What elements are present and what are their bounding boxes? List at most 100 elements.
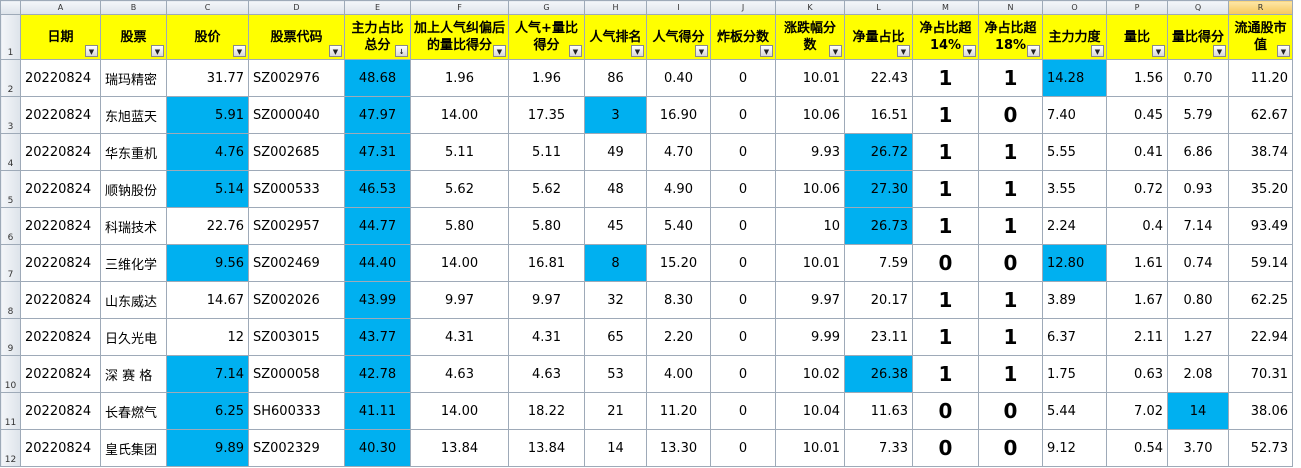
column-title-p[interactable]: 量比 ▼ [1106, 14, 1168, 60]
cell-a[interactable]: 20220824 [20, 96, 101, 134]
cell-i[interactable]: 4.90 [646, 170, 711, 208]
cell-o[interactable]: 6.37 [1042, 318, 1107, 356]
cell-h[interactable]: 49 [584, 133, 647, 171]
cell-q[interactable]: 6.86 [1167, 133, 1229, 171]
cell-g[interactable]: 5.11 [508, 133, 585, 171]
cell-a[interactable]: 20220824 [20, 207, 101, 245]
cell-l[interactable]: 27.30 [844, 170, 913, 208]
column-title-h[interactable]: 人气排名 ▼ [584, 14, 647, 60]
cell-l[interactable]: 26.72 [844, 133, 913, 171]
column-header-n[interactable]: N [978, 0, 1043, 15]
cell-q[interactable]: 3.70 [1167, 429, 1229, 467]
cell-r[interactable]: 38.74 [1228, 133, 1293, 171]
cell-f[interactable]: 9.97 [410, 281, 509, 319]
column-title-g[interactable]: 人气+量比得分 ▼ [508, 14, 585, 60]
column-title-r[interactable]: 流通股市值 ▼ [1228, 14, 1293, 60]
cell-r[interactable]: 59.14 [1228, 244, 1293, 282]
cell-j[interactable]: 0 [710, 207, 776, 245]
cell-c[interactable]: 4.76 [166, 133, 249, 171]
cell-c[interactable]: 22.76 [166, 207, 249, 245]
cell-q[interactable]: 5.79 [1167, 96, 1229, 134]
cell-e[interactable]: 40.30 [344, 429, 411, 467]
row-number[interactable]: 1 [0, 14, 21, 60]
filter-dropdown-icon[interactable]: ▼ [1213, 45, 1226, 57]
cell-g[interactable]: 9.97 [508, 281, 585, 319]
cell-j[interactable]: 0 [710, 281, 776, 319]
column-title-e[interactable]: 主力占比总分 ↓ [344, 14, 411, 60]
filter-dropdown-icon[interactable]: ▼ [233, 45, 246, 57]
filter-dropdown-icon[interactable]: ▼ [493, 45, 506, 57]
cell-q[interactable]: 0.74 [1167, 244, 1229, 282]
cell-p[interactable]: 0.72 [1106, 170, 1168, 208]
cell-q[interactable]: 7.14 [1167, 207, 1229, 245]
cell-q[interactable]: 0.80 [1167, 281, 1229, 319]
filter-dropdown-icon[interactable]: ▼ [1152, 45, 1165, 57]
cell-i[interactable]: 11.20 [646, 392, 711, 430]
cell-j[interactable]: 0 [710, 59, 776, 97]
column-title-l[interactable]: 净量占比 ▼ [844, 14, 913, 60]
cell-e[interactable]: 47.97 [344, 96, 411, 134]
cell-h[interactable]: 65 [584, 318, 647, 356]
cell-k[interactable]: 9.93 [775, 133, 845, 171]
cell-h[interactable]: 53 [584, 355, 647, 393]
cell-m[interactable]: 1 [912, 59, 979, 97]
cell-j[interactable]: 0 [710, 133, 776, 171]
cell-c[interactable]: 12 [166, 318, 249, 356]
cell-g[interactable]: 4.63 [508, 355, 585, 393]
cell-q[interactable]: 2.08 [1167, 355, 1229, 393]
row-number[interactable]: 6 [0, 207, 21, 245]
cell-a[interactable]: 20220824 [20, 244, 101, 282]
column-header-l[interactable]: L [844, 0, 913, 15]
filter-dropdown-icon[interactable]: ▼ [1091, 45, 1104, 57]
filter-dropdown-icon[interactable]: ▼ [897, 45, 910, 57]
cell-r[interactable]: 38.06 [1228, 392, 1293, 430]
cell-r[interactable]: 52.73 [1228, 429, 1293, 467]
cell-o[interactable]: 14.28 [1042, 59, 1107, 97]
cell-g[interactable]: 1.96 [508, 59, 585, 97]
row-number[interactable]: 9 [0, 318, 21, 356]
cell-p[interactable]: 0.54 [1106, 429, 1168, 467]
cell-j[interactable]: 0 [710, 318, 776, 356]
cell-k[interactable]: 10.06 [775, 170, 845, 208]
cell-e[interactable]: 43.77 [344, 318, 411, 356]
cell-a[interactable]: 20220824 [20, 59, 101, 97]
column-header-r[interactable]: R [1228, 0, 1293, 15]
column-title-a[interactable]: 日期 ▼ [20, 14, 101, 60]
cell-o[interactable]: 5.55 [1042, 133, 1107, 171]
column-header-q[interactable]: Q [1167, 0, 1229, 15]
cell-b[interactable]: 科瑞技术 [100, 207, 167, 245]
column-header-m[interactable]: M [912, 0, 979, 15]
cell-c[interactable]: 9.56 [166, 244, 249, 282]
cell-e[interactable]: 42.78 [344, 355, 411, 393]
cell-g[interactable]: 4.31 [508, 318, 585, 356]
cell-p[interactable]: 1.61 [1106, 244, 1168, 282]
row-number[interactable]: 10 [0, 355, 21, 393]
column-title-m[interactable]: 净占比超14% ▼ [912, 14, 979, 60]
column-title-f[interactable]: 加上人气纠偏后的量比得分 ▼ [410, 14, 509, 60]
cell-d[interactable]: SZ002976 [248, 59, 345, 97]
cell-h[interactable]: 48 [584, 170, 647, 208]
cell-r[interactable]: 22.94 [1228, 318, 1293, 356]
cell-p[interactable]: 0.41 [1106, 133, 1168, 171]
cell-m[interactable]: 1 [912, 96, 979, 134]
cell-d[interactable]: SZ000058 [248, 355, 345, 393]
cell-k[interactable]: 10.02 [775, 355, 845, 393]
cell-g[interactable]: 17.35 [508, 96, 585, 134]
column-header-p[interactable]: P [1106, 0, 1168, 15]
cell-a[interactable]: 20220824 [20, 429, 101, 467]
cell-k[interactable]: 9.99 [775, 318, 845, 356]
cell-m[interactable]: 1 [912, 133, 979, 171]
column-header-f[interactable]: F [410, 0, 509, 15]
cell-k[interactable]: 10.01 [775, 429, 845, 467]
cell-l[interactable]: 23.11 [844, 318, 913, 356]
cell-b[interactable]: 顺钠股份 [100, 170, 167, 208]
filter-dropdown-icon[interactable]: ▼ [695, 45, 708, 57]
cell-h[interactable]: 8 [584, 244, 647, 282]
cell-o[interactable]: 2.24 [1042, 207, 1107, 245]
cell-i[interactable]: 4.70 [646, 133, 711, 171]
cell-d[interactable]: SZ002469 [248, 244, 345, 282]
cell-i[interactable]: 2.20 [646, 318, 711, 356]
cell-c[interactable]: 31.77 [166, 59, 249, 97]
cell-a[interactable]: 20220824 [20, 355, 101, 393]
cell-m[interactable]: 0 [912, 429, 979, 467]
